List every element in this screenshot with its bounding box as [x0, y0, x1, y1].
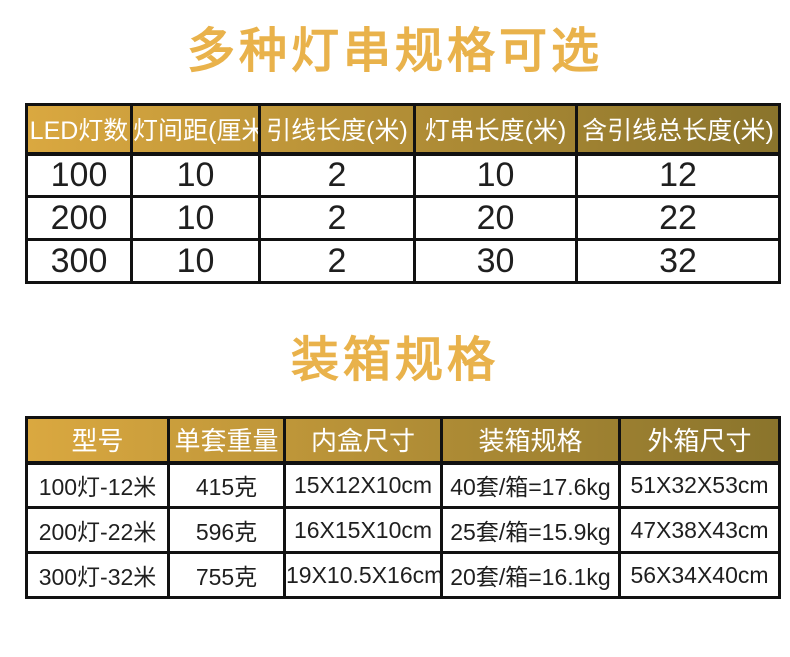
packing-table-header-row: 型号 单套重量 内盒尺寸 装箱规格 外箱尺寸	[25, 416, 781, 465]
spec-cell: 2	[258, 152, 416, 198]
spec-cell: 100	[25, 152, 133, 198]
packing-cell: 20套/箱=16.1kg	[440, 551, 621, 599]
spec-cell: 22	[575, 195, 781, 241]
header-model: 型号	[25, 416, 170, 465]
packing-cell: 56X34X40cm	[618, 551, 781, 599]
table-row: 100灯-12米 415克 15X12X10cm 40套/箱=17.6kg 51…	[25, 461, 781, 509]
spec-cell: 10	[413, 152, 578, 198]
section-title-packing-specs: 装箱规格	[290, 334, 499, 387]
header-lead-length: 引线长度(米)	[258, 103, 416, 156]
table-row: 100 10 2 10 12	[25, 152, 781, 198]
table-row: 200灯-22米 596克 16X15X10cm 25套/箱=15.9kg 47…	[25, 506, 781, 554]
spec-cell: 300	[25, 238, 133, 284]
spec-cell: 32	[575, 238, 781, 284]
spec-table-header-row: LED灯数 灯间距(厘米) 引线长度(米) 灯串长度(米) 含引线总长度(米)	[25, 103, 781, 156]
packing-cell: 40套/箱=17.6kg	[440, 461, 621, 509]
packing-cell: 47X38X43cm	[618, 506, 781, 554]
spec-cell: 2	[258, 195, 416, 241]
packing-cell: 755克	[167, 551, 286, 599]
header-packing: 装箱规格	[440, 416, 621, 465]
packing-cell: 15X12X10cm	[283, 461, 443, 509]
packing-cell: 100灯-12米	[25, 461, 170, 509]
packing-cell: 415克	[167, 461, 286, 509]
header-inner-box: 内盒尺寸	[283, 416, 443, 465]
spec-cell: 10	[130, 195, 261, 241]
packing-cell: 25套/箱=15.9kg	[440, 506, 621, 554]
spec-cell: 20	[413, 195, 578, 241]
packing-cell: 16X15X10cm	[283, 506, 443, 554]
spec-cell: 2	[258, 238, 416, 284]
table-row: 300灯-32米 755克 19X10.5X16cm 20套/箱=16.1kg …	[25, 551, 781, 599]
spec-cell: 10	[130, 152, 261, 198]
header-outer-box: 外箱尺寸	[618, 416, 781, 465]
spec-cell: 10	[130, 238, 261, 284]
table-row: 300 10 2 30 32	[25, 238, 781, 284]
header-lamp-spacing: 灯间距(厘米)	[130, 103, 261, 156]
table-row: 200 10 2 20 22	[25, 195, 781, 241]
packing-cell: 596克	[167, 506, 286, 554]
packing-cell: 51X32X53cm	[618, 461, 781, 509]
packing-cell: 200灯-22米	[25, 506, 170, 554]
header-string-length: 灯串长度(米)	[413, 103, 578, 156]
header-total-length: 含引线总长度(米)	[575, 103, 781, 156]
spec-cell: 30	[413, 238, 578, 284]
spec-table: LED灯数 灯间距(厘米) 引线长度(米) 灯串长度(米) 含引线总长度(米) …	[25, 103, 781, 284]
spec-cell: 200	[25, 195, 133, 241]
packing-cell: 300灯-32米	[25, 551, 170, 599]
packing-cell: 19X10.5X16cm	[283, 551, 443, 599]
section-title-light-string-specs: 多种灯串规格可选	[186, 25, 603, 78]
packing-table: 型号 单套重量 内盒尺寸 装箱规格 外箱尺寸 100灯-12米 415克 15X…	[25, 416, 781, 599]
header-led-count: LED灯数	[25, 103, 133, 156]
spec-cell: 12	[575, 152, 781, 198]
header-set-weight: 单套重量	[167, 416, 286, 465]
